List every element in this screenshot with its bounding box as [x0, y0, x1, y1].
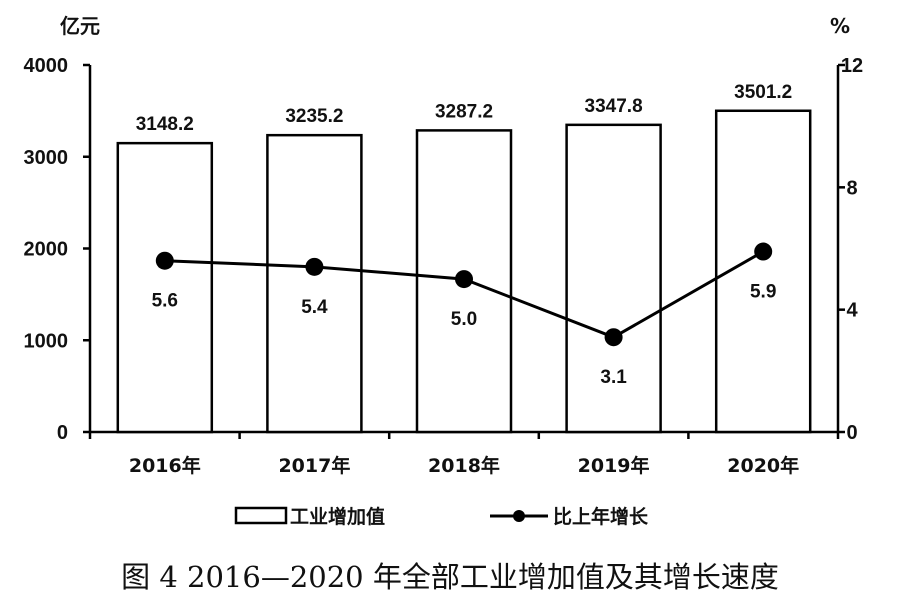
bar [116, 141, 214, 434]
x-tick-label: 2019年 [578, 454, 650, 477]
bar [714, 109, 812, 434]
y-left-unit: 亿元 [60, 14, 100, 38]
bar-value-label: 3287.2 [435, 101, 493, 122]
bar [266, 133, 363, 434]
legend-bar-swatch [234, 506, 288, 525]
line-point [455, 270, 473, 289]
bar-value-label: 3501.2 [734, 82, 792, 103]
legend: 工业增加值 比上年增长 [234, 505, 649, 528]
y-left-tick-label: 2000 [24, 239, 69, 261]
y-left-tick-label: 3000 [24, 147, 69, 169]
y-left-tick-label: 0 [57, 422, 68, 444]
line-value-label: 5.4 [301, 297, 328, 318]
tick-labels: 0 1000 2000 3000 4000 0 4 8 12 2016年 2017年 2018年 201… [24, 55, 864, 477]
x-tick-label: 2020年 [727, 454, 799, 477]
legend-bar-label: 工业增加值 [290, 505, 385, 528]
line-point [604, 328, 623, 347]
bar-value-label: 3235.2 [285, 106, 343, 127]
x-tick-label: 2016年 [129, 454, 201, 477]
line-point [155, 251, 174, 270]
line-value-label: 5.0 [451, 309, 477, 330]
y-left-tick-label: 1000 [24, 330, 69, 352]
line-value-label: 5.9 [750, 282, 776, 303]
bar-series [116, 109, 812, 434]
y-left-tick-label: 4000 [24, 55, 69, 77]
line-value-label: 3.1 [600, 367, 627, 388]
y-right-tick-label: 4 [846, 300, 858, 322]
x-tick-label: 2017年 [278, 454, 350, 477]
bar-value-label: 3347.8 [585, 96, 643, 117]
line-series [155, 242, 773, 347]
line-value-label: 5.6 [152, 291, 178, 312]
y-right-tick-label: 0 [846, 422, 857, 444]
y-right-tick-label: 12 [841, 55, 863, 77]
bar [565, 123, 662, 434]
line-point [305, 257, 324, 276]
y-right-tick-label: 8 [846, 177, 857, 199]
y-right-unit: % [830, 14, 850, 38]
x-tick-label: 2018年 [428, 454, 500, 477]
bar-value-label: 3148.2 [136, 114, 194, 135]
data-labels: 3148.2 3235.2 3287.2 3347.8 3501.2 5.6 5.4 5.0 3… [136, 82, 793, 388]
legend-line-label: 比上年增长 [553, 505, 649, 528]
line-point [754, 242, 773, 261]
legend-line-marker [513, 510, 525, 522]
axes: 亿元 % [60, 14, 850, 439]
chart-caption: 图 4 2016—2020 年全部工业增加值及其增长速度 [121, 560, 779, 594]
